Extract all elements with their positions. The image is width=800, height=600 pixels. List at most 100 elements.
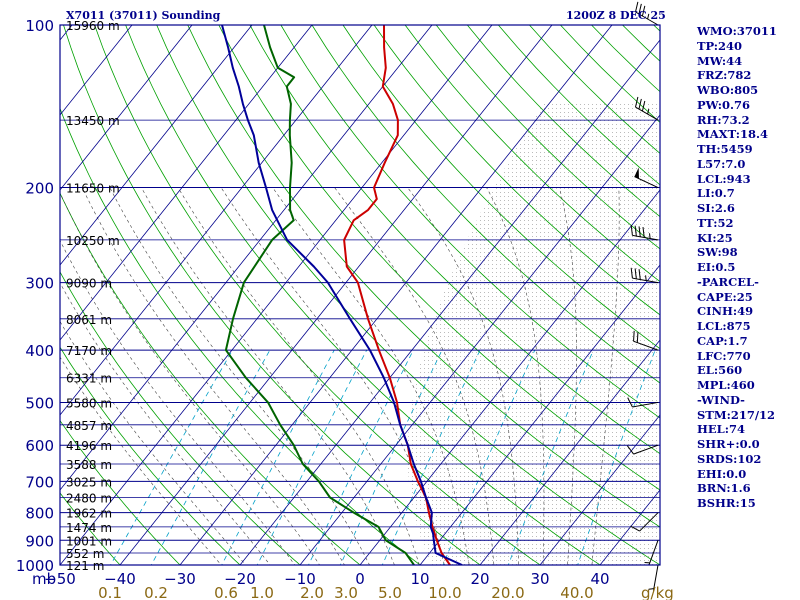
moist-adiabat [60, 356, 222, 565]
dry-adiabat [187, 25, 660, 528]
height-label: 2480 m [66, 492, 112, 506]
dry-adiabat [60, 419, 181, 565]
dry-adiabat [63, 25, 481, 565]
barb-full [641, 100, 646, 112]
plot-frame [59, 24, 661, 566]
dry-adiabats [60, 25, 660, 565]
isotherm [0, 25, 12, 565]
index-item: LCL:943 [697, 171, 751, 186]
temperature-tick-label: −40 [104, 570, 136, 588]
index-item: MPL:460 [697, 378, 755, 392]
index-item: SI:2.6 [697, 201, 735, 215]
mixing-ratio-line [507, 349, 594, 565]
wind-barb [630, 512, 659, 532]
barb-full [636, 332, 639, 343]
dry-adiabat [280, 25, 660, 419]
wind-barb [634, 96, 659, 121]
barb-full [633, 330, 635, 342]
isotherm [419, 264, 660, 565]
barb-half [647, 108, 650, 115]
wind-barb [630, 267, 659, 284]
barb-full [630, 267, 633, 279]
height-label: 4196 m [66, 439, 112, 453]
temperature-tick-label: 40 [590, 570, 609, 588]
mixing-ratio-line [339, 349, 443, 565]
dry-adiabat [125, 25, 601, 565]
barb-shaft [639, 512, 659, 532]
barb-full [634, 268, 637, 279]
pressure-tick-label: 100 [25, 17, 54, 35]
index-item: L57:7.0 [697, 156, 746, 171]
barb-full [641, 5, 646, 17]
wind-barbs [626, 1, 659, 591]
pressure-tick-label: 700 [25, 473, 54, 491]
wind-barb [648, 564, 659, 591]
index-item: WBO:805 [697, 83, 759, 97]
dry-adiabat [60, 107, 421, 565]
barb-half [645, 275, 647, 281]
dry-adiabat [94, 25, 541, 565]
isotherm [299, 114, 660, 565]
barb-shaft [632, 401, 659, 408]
moist-adiabat [486, 187, 545, 565]
mixing-ratio-label: 20.0 [491, 584, 524, 600]
index-item: EHI:0.0 [697, 466, 747, 481]
index-item: LCL:875 [697, 319, 751, 333]
index-item: -PARCEL- [697, 274, 759, 289]
pressure-tick-label: 1000 [16, 557, 54, 575]
moist-adiabat [109, 187, 370, 565]
moist-adiabats [60, 187, 620, 565]
barb-shaft [635, 11, 659, 26]
index-item: BRN:1.6 [697, 481, 751, 496]
wind-barb [630, 224, 659, 241]
index-item: TP:240 [697, 38, 743, 53]
index-item: BSHR:15 [697, 496, 756, 510]
moist-adiabat [407, 187, 519, 565]
mixing-ratio-unit-label: g/kg [641, 584, 674, 600]
index-item: FRZ:782 [697, 68, 752, 83]
height-label: 4857 m [66, 419, 112, 433]
barb-half [647, 13, 650, 20]
pressure-tick-label: 800 [25, 505, 54, 523]
barb-full [630, 525, 640, 532]
moist-adiabat [559, 187, 577, 565]
height-label: 8061 m [66, 313, 112, 327]
wind-barb [634, 1, 659, 26]
mixing-ratio-label: 1.0 [250, 584, 274, 600]
chart-time: 1200Z 8 DEC 25 [566, 9, 666, 22]
barb-full [634, 225, 637, 237]
isotherm [359, 189, 660, 565]
barb-shaft [652, 564, 659, 591]
barb-full [638, 3, 642, 15]
moist-adiabat [81, 187, 345, 565]
barb-full [634, 96, 639, 108]
moist-adiabat [591, 187, 620, 565]
barb-full [627, 397, 633, 408]
isotherm [60, 25, 313, 341]
isotherm [60, 25, 253, 266]
mixing-ratio-line [110, 349, 233, 565]
temperature-tick-label: 0 [355, 570, 365, 588]
height-label: 3588 m [66, 458, 112, 472]
shaded-region [407, 103, 660, 566]
index-item: MAXT:18.4 [697, 127, 768, 142]
index-item: LFC:770 [697, 348, 751, 363]
barb-full [638, 226, 641, 237]
dry-adiabat [404, 25, 660, 283]
pressure-unit-label: mb [32, 570, 56, 588]
mixing-ratio-line [256, 349, 368, 565]
mixing-ratio-label: 0.2 [144, 584, 168, 600]
temperature-tick-label: −20 [224, 570, 256, 588]
height-label: 11650 m [66, 182, 120, 196]
moist-adiabat [334, 187, 495, 565]
index-item: CAP:1.7 [697, 333, 748, 348]
dry-adiabat [311, 25, 660, 384]
index-item: WMO:37011 [697, 24, 777, 38]
moist-adiabat [60, 239, 296, 565]
temperature-tick-label: 10 [410, 570, 429, 588]
height-label: 121 m [66, 559, 104, 573]
moist-adiabat [141, 187, 395, 565]
mixing-ratio-label: 5.0 [378, 584, 402, 600]
dry-adiabat [60, 346, 241, 565]
